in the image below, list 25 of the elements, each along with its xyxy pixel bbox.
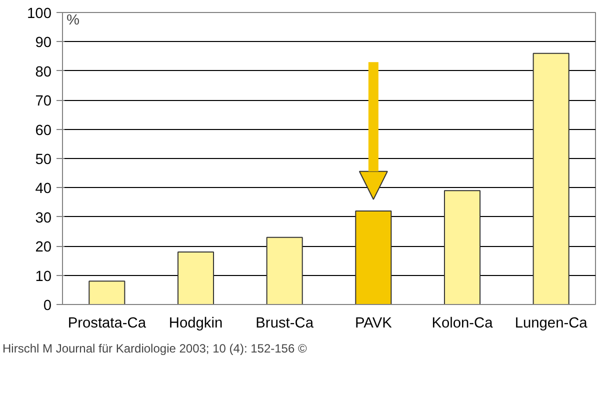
text: Hirschl M Journal für Kardiologie 2003; 10 (4): 152-156 ©: [2, 342, 307, 356]
y-tick-label: 10: [35, 268, 52, 285]
bar: [266, 236, 303, 304]
y-tick-label: 70: [35, 94, 52, 110]
x-tick-label: Brust-Ca: [256, 316, 314, 332]
y-tick-label: 60: [35, 122, 52, 139]
y-axis-title: %: [66, 12, 80, 28]
y-tick-label: 30: [35, 210, 52, 226]
bar: [355, 210, 392, 304]
y-tick-label: 100: [27, 6, 52, 22]
bar: [532, 52, 570, 304]
x-tick-label: Lungen-Ca: [514, 316, 588, 332]
y-tick-label: 50: [35, 152, 52, 168]
bar: [444, 190, 481, 304]
y-tick-label: 90: [35, 35, 52, 52]
x-tick-label: Prostata-Ca: [68, 316, 147, 332]
y-tick-label: 40: [35, 181, 52, 198]
bar: [177, 251, 214, 304]
y-tick-label: 80: [35, 64, 52, 80]
x-tick-label: PAVK: [354, 316, 392, 332]
bar: [88, 280, 126, 304]
x-tick-label: Kolon-Ca: [432, 316, 494, 332]
x-tick-label: Hodgkin: [168, 316, 223, 332]
y-tick-label: 20: [35, 240, 52, 256]
y-tick-label: 0: [43, 298, 52, 314]
